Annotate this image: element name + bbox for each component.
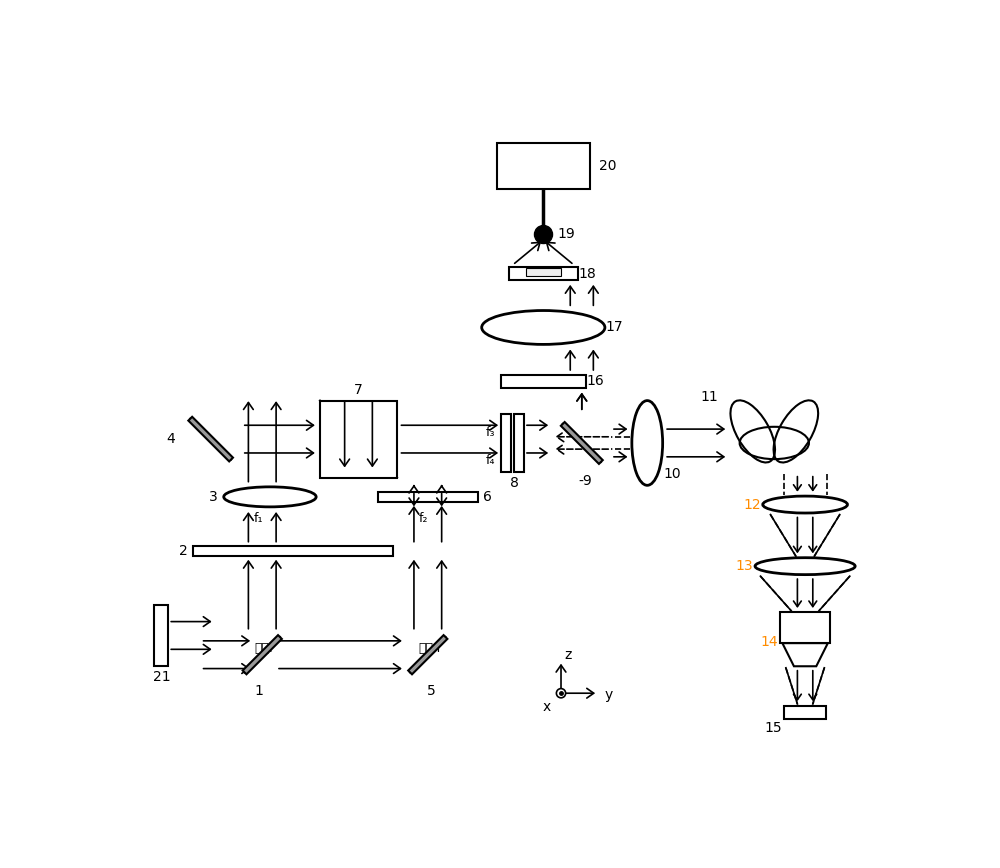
Bar — [497, 142, 590, 189]
Text: 3: 3 — [209, 490, 217, 503]
Ellipse shape — [632, 401, 663, 485]
Text: y: y — [604, 687, 612, 701]
Text: f₂: f₂ — [419, 512, 429, 525]
Bar — [784, 706, 826, 720]
Text: 6: 6 — [483, 490, 492, 503]
Ellipse shape — [755, 557, 855, 575]
Text: f₃: f₃ — [486, 426, 496, 439]
Text: 2: 2 — [179, 543, 188, 558]
Bar — [501, 414, 511, 472]
Polygon shape — [243, 635, 282, 674]
Polygon shape — [408, 635, 447, 674]
Bar — [526, 268, 561, 276]
Text: 18: 18 — [578, 266, 596, 280]
Ellipse shape — [763, 496, 847, 513]
Text: x: x — [543, 700, 551, 714]
Bar — [780, 612, 830, 643]
Text: 10: 10 — [663, 467, 681, 481]
Text: 7: 7 — [354, 383, 363, 397]
Text: 8: 8 — [510, 476, 518, 490]
Text: 17: 17 — [605, 320, 623, 334]
Text: 光束II: 光束II — [418, 642, 440, 655]
Bar — [509, 267, 578, 279]
Text: 13: 13 — [735, 559, 753, 573]
Text: 11: 11 — [700, 390, 718, 404]
Text: 19: 19 — [557, 227, 575, 240]
Text: 4: 4 — [167, 432, 175, 446]
Text: 5: 5 — [427, 683, 436, 698]
Text: 1: 1 — [254, 683, 263, 698]
Polygon shape — [188, 417, 233, 462]
Text: f₄: f₄ — [486, 454, 496, 467]
Text: z: z — [564, 648, 571, 661]
Bar — [501, 375, 586, 387]
Bar — [378, 492, 478, 502]
Bar — [514, 414, 524, 472]
Text: 21: 21 — [153, 670, 170, 684]
Ellipse shape — [482, 311, 605, 345]
Text: 光束I: 光束I — [254, 642, 273, 655]
Text: 16: 16 — [586, 374, 604, 388]
Text: 20: 20 — [599, 159, 616, 173]
Text: -9: -9 — [579, 474, 593, 488]
Text: 12: 12 — [743, 497, 761, 511]
Text: 14: 14 — [760, 635, 778, 648]
Bar — [193, 546, 393, 556]
Polygon shape — [561, 422, 603, 464]
Ellipse shape — [556, 688, 566, 698]
Text: f₁: f₁ — [254, 512, 263, 525]
Bar — [320, 401, 397, 477]
Bar — [154, 605, 168, 667]
Text: 15: 15 — [764, 720, 782, 735]
Polygon shape — [782, 643, 828, 667]
Ellipse shape — [224, 487, 316, 507]
